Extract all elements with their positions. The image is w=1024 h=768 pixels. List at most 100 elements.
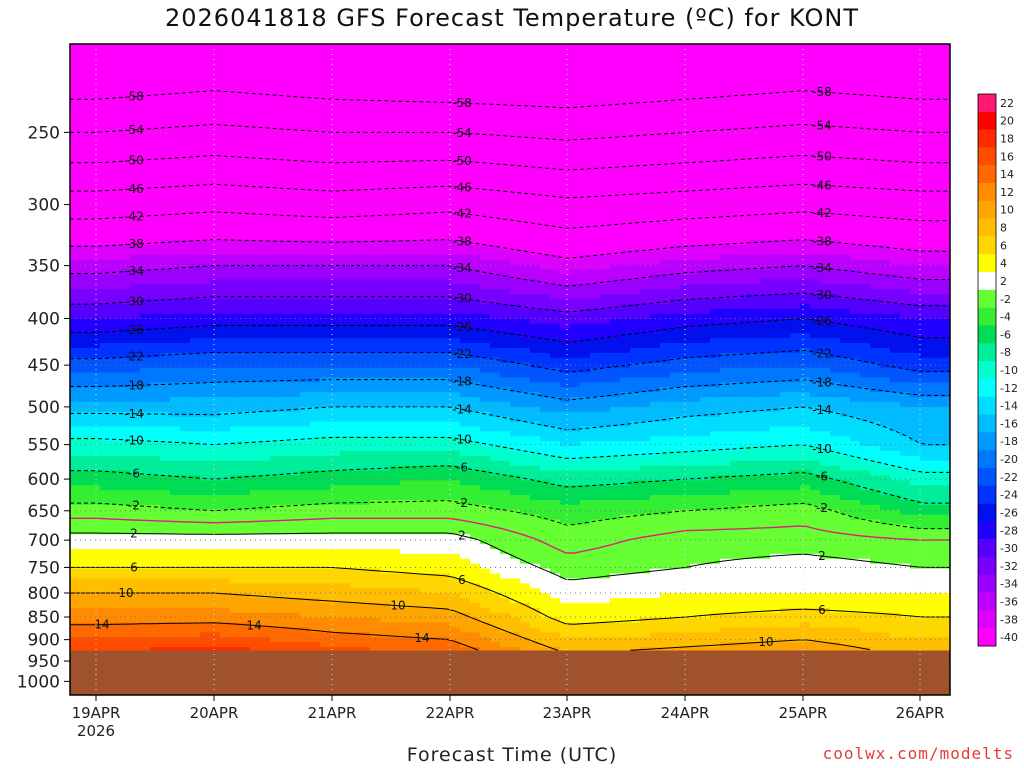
temperature-cell: [870, 279, 881, 285]
temperature-cell: [470, 181, 481, 187]
temperature-cell: [580, 215, 591, 222]
temperature-cell: [460, 83, 471, 89]
temperature-cell: [210, 186, 221, 192]
temperature-cell: [130, 240, 141, 246]
temperature-cell: [180, 102, 191, 109]
temperature-cell: [390, 264, 401, 271]
temperature-cell: [390, 195, 401, 202]
temperature-cell: [610, 308, 621, 315]
temperature-cell: [770, 142, 781, 148]
temperature-cell: [550, 230, 561, 236]
temperature-cell: [940, 78, 950, 84]
temperature-cell: [650, 48, 661, 55]
temperature-cell: [340, 44, 351, 50]
temperature-cell: [580, 48, 591, 55]
temperature-cell: [930, 245, 941, 251]
temperature-cell: [340, 235, 351, 241]
temperature-cell: [280, 161, 291, 168]
temperature-cell: [770, 78, 781, 84]
temperature-cell: [340, 279, 351, 285]
temperature-cell: [160, 63, 171, 70]
temperature-cell: [240, 181, 251, 187]
temperature-cell: [310, 274, 321, 280]
temperature-cell: [650, 122, 661, 128]
temperature-cell: [810, 210, 821, 217]
temperature-cell: [590, 200, 601, 207]
temperature-cell: [930, 235, 941, 241]
temperature-cell: [340, 191, 351, 197]
temperature-cell: [510, 240, 521, 246]
temperature-cell: [720, 191, 731, 197]
temperature-cell: [160, 230, 171, 236]
temperature-cell: [590, 294, 601, 300]
temperature-cell: [460, 303, 471, 310]
temperature-cell: [120, 294, 131, 300]
temperature-cell: [270, 83, 281, 89]
temperature-cell: [800, 68, 811, 75]
temperature-cell: [590, 73, 601, 79]
temperature-cell: [520, 289, 531, 295]
temperature-cell: [750, 137, 761, 143]
temperature-cell: [710, 137, 721, 143]
temperature-cell: [740, 78, 751, 84]
temperature-cell: [120, 53, 131, 60]
temperature-cell: [780, 63, 791, 70]
temperature-cell: [400, 68, 411, 75]
temperature-cell: [360, 102, 371, 109]
temperature-cell: [740, 176, 751, 182]
temperature-cell: [310, 200, 321, 207]
temperature-cell: [750, 83, 761, 89]
temperature-cell: [420, 269, 431, 276]
temperature-cell: [750, 88, 761, 94]
temperature-cell: [200, 78, 211, 84]
temperature-cell: [540, 240, 551, 246]
temperature-cell: [740, 318, 751, 325]
temperature-cell: [920, 313, 931, 320]
temperature-cell: [360, 215, 371, 222]
temperature-cell: [210, 181, 221, 187]
temperature-cell: [190, 107, 201, 114]
temperature-cell: [640, 303, 651, 310]
temperature-cell: [860, 132, 871, 138]
temperature-cell: [180, 44, 191, 50]
temperature-cell: [860, 308, 871, 315]
temperature-cell: [80, 68, 91, 75]
temperature-cell: [100, 102, 111, 109]
temperature-cell: [90, 146, 101, 153]
temperature-cell: [170, 78, 181, 84]
temperature-cell: [170, 171, 181, 177]
temperature-cell: [180, 68, 191, 75]
temperature-cell: [730, 313, 741, 320]
temperature-cell: [690, 289, 701, 295]
temperature-cell: [290, 215, 301, 222]
temperature-cell: [230, 303, 241, 310]
temperature-cell: [110, 176, 121, 182]
temperature-cell: [860, 254, 871, 261]
temperature-cell: [530, 63, 541, 70]
temperature-cell: [110, 93, 121, 99]
temperature-cell: [670, 171, 681, 177]
temperature-cell: [70, 294, 81, 300]
temperature-cell: [610, 181, 621, 187]
temperature-cell: [200, 289, 211, 295]
temperature-cell: [290, 166, 301, 173]
temperature-cell: [770, 137, 781, 143]
temperature-cell: [340, 313, 351, 320]
temperature-cell: [250, 127, 261, 133]
temperature-cell: [120, 93, 131, 99]
temperature-cell: [220, 73, 231, 79]
temperature-cell: [880, 210, 891, 217]
temperature-cell: [790, 53, 801, 60]
temperature-cell: [80, 58, 91, 65]
temperature-cell: [770, 284, 781, 290]
temperature-cell: [240, 132, 251, 138]
temperature-cell: [850, 171, 861, 177]
temperature-cell: [710, 122, 721, 128]
temperature-cell: [730, 225, 741, 231]
temperature-cell: [200, 44, 211, 50]
temperature-cell: [850, 269, 861, 276]
temperature-cell: [490, 132, 501, 138]
temperature-cell: [180, 107, 191, 114]
temperature-cell: [720, 102, 731, 109]
temperature-cell: [860, 259, 871, 266]
